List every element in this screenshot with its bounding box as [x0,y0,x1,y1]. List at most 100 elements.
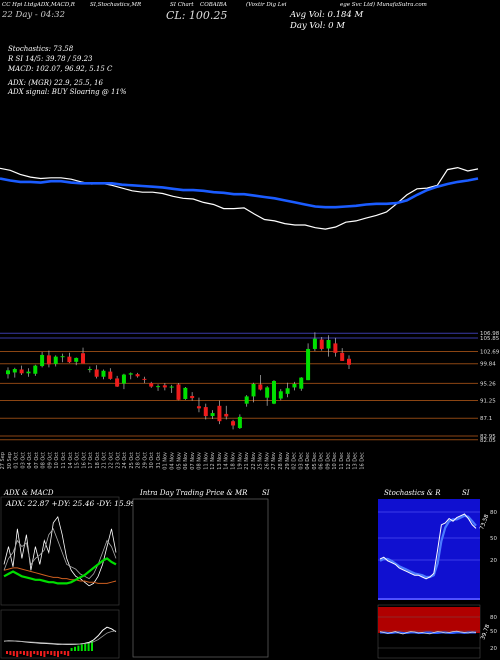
price-level-label: 106.98 [480,331,500,337]
adx-readout: ADX: (MGR) 22.9, 25.5, 16 [8,79,103,87]
date-label: 11 Dec [339,452,345,470]
candle-up [326,339,331,349]
candle-up [210,413,215,417]
macd-histogram-bar [26,651,29,656]
macd-histogram-bar [6,651,8,654]
candle-up [6,370,10,375]
candle-down [231,421,236,426]
candle-up [40,354,45,367]
date-label: 25 Oct [129,452,135,469]
macd-histogram-bar [63,651,66,655]
price-level-label: 82.95 [480,434,496,440]
date-label: 10 Dec [332,452,338,470]
stoch-panel-base [378,598,480,600]
macd-histogram-bar [87,642,90,651]
candle-down [333,343,338,353]
date-label: 05 Dec [312,452,318,470]
rsi-readout: R SI 14/5: 39.78 / 59.23 [8,55,93,63]
date-label: 06 Nov [183,452,189,470]
macd-histogram-bar [16,651,19,657]
candle-up [74,357,79,362]
candle-up [121,374,126,384]
rsi-line [379,630,477,635]
date-label: 10 Oct [54,452,60,469]
date-label: 24 Oct [122,452,128,469]
price-level-label: 105.85 [480,336,500,342]
rsi-value-label: 39.78 [480,623,491,640]
macd-histogram-bar [60,651,63,654]
date-label: 02 Dec [292,452,298,470]
price-level-label: 91.25 [480,398,496,404]
date-label: 18 Oct [95,452,101,469]
stoch-panel-title: Stochastics & R [384,489,441,497]
candle-up [12,369,17,373]
candle-down [258,384,263,390]
candle-up [60,356,65,358]
date-label: 11 Oct [61,452,67,469]
date-label: 01 Nov [163,452,169,470]
date-label: 30 Oct [149,452,155,469]
date-label: 17 Oct [88,452,94,469]
date-label: 15 Oct [75,452,81,469]
header-day-vol: Day Vol: 0 M [290,21,345,31]
candle-down [115,378,120,387]
stoch-level-label: 20 [490,558,497,564]
date-label: 08 Oct [41,452,47,469]
header-date: 22 Day - 04:32 [2,10,65,20]
macd-histogram-bar [84,643,87,651]
candle-up [299,377,304,389]
macd-histogram-bar [46,651,49,654]
rsi-signal-line [380,631,476,635]
candle-down [149,383,154,387]
candle-up [169,386,174,388]
macd-histogram-bar [80,644,83,651]
macd-histogram-bar [40,651,42,656]
macd-histogram-bar [91,640,93,651]
intraday-panel-title: Intra Day Trading Price & MR [140,489,248,497]
candle-up [128,373,133,375]
stoch-value-label: 73.58 [479,513,490,530]
date-label: 22 Oct [108,452,114,469]
date-label: 14 Oct [68,452,74,469]
candle-up [53,356,58,364]
macd-histogram-bar [74,646,76,651]
header-indicators: SI,Stochastics,MR [90,2,142,8]
date-label: 04 Dec [305,452,311,470]
macd-histogram-bar [70,648,73,651]
stoch-level-label: 80 [490,510,497,516]
candle-down [190,395,195,399]
candle-up [244,396,249,404]
rsi-level-label: 50 [490,629,497,635]
date-label: 27 Sep [0,452,6,469]
date-label: 03 Dec [298,452,304,470]
date-label: 13 Nov [217,452,223,470]
macd-signal-line [3,630,117,645]
candle-up [87,369,92,371]
macd-histogram-bar [9,651,12,655]
macd-histogram-bar [50,651,53,655]
header-avg-vol: Avg Vol: 0.184 M [290,10,364,20]
date-label: 28 Nov [278,452,284,470]
date-label: 28 Oct [136,452,142,469]
candle-down [217,405,222,422]
date-label: 05 Nov [176,452,182,470]
rsi-band [378,607,480,633]
date-label: 12 Dec [346,452,352,470]
candle-up [183,387,188,399]
candle-up [265,387,270,398]
macd-readout: MACD: 102.07, 96.92, 5.15 C [8,65,113,73]
candle-down [203,407,208,417]
candle-down [176,384,181,400]
stochastics-readout: Stochastics: 73.58 [8,45,74,53]
date-label: 22 Nov [251,452,257,470]
candle-up [285,388,290,394]
candle-down [162,385,167,388]
candle-down [135,374,140,377]
candle-up [312,338,317,349]
macd-histogram-bar [43,651,46,657]
date-label: 11 Nov [203,452,209,470]
header-source: ege Svc Ltd) MunafaSutra.com [340,2,427,8]
candle-down [347,358,351,365]
macd-histogram-bar [67,651,70,656]
macd-histogram-bar [53,651,56,656]
